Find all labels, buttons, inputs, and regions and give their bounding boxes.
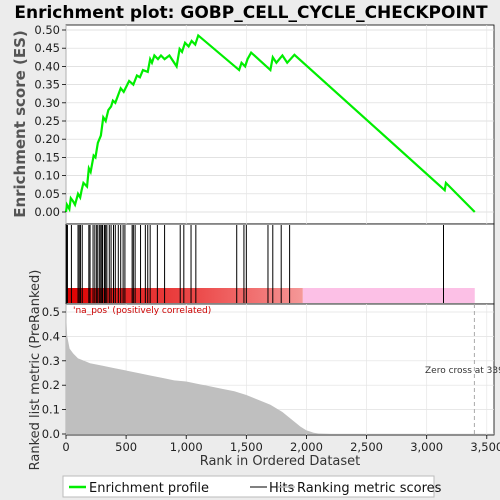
ranking-y-tick-label: 0.4	[42, 329, 60, 343]
legend-ranking-label: Ranking metric scores	[297, 481, 442, 496]
zero-cross-label: Zero cross at 3397	[425, 366, 500, 376]
x-tick-label: 3,000	[410, 440, 443, 454]
es-y-tick-label: 0.00	[34, 205, 60, 219]
x-tick-label: 1,500	[230, 440, 263, 454]
es-grid	[65, 25, 494, 224]
es-y-tick-label: 0.10	[34, 169, 60, 183]
ranking-y-tick-label: 0.2	[42, 378, 60, 392]
ranking-y-axis: 0.0 0.1 0.2 0.3 0.4 0.5	[42, 305, 66, 441]
x-axis: 0 500 1,000 1,500 2,000 2,500 3,000 3,500	[62, 435, 500, 454]
legend-enrichment-label: Enrichment profile	[89, 481, 209, 496]
ranking-y-tick-label: 0.5	[42, 305, 60, 319]
legend-box	[62, 475, 435, 498]
ranking-y-tick-label: 0.3	[42, 354, 60, 368]
x-tick-label: 2,000	[290, 440, 323, 454]
enrichment-profile-line	[64, 33, 476, 213]
es-y-tick-label: 0.30	[34, 96, 60, 110]
es-y-tick-label: 0.05	[34, 187, 60, 201]
legend-hits-label: Hits	[269, 481, 294, 496]
x-tick-label: 3,500	[470, 440, 500, 454]
ranking-y-tick-label: 0.1	[42, 403, 60, 417]
x-tick-label: 0	[62, 440, 69, 454]
hit-lines	[66, 225, 445, 303]
ranking-y-axis-label: Ranked list metric (PreRanked)	[28, 270, 43, 471]
es-y-tick-label: 0.35	[34, 78, 60, 92]
es-y-tick-label: 0.40	[34, 59, 60, 73]
es-y-tick-label: 0.15	[34, 150, 60, 164]
ranking-y-tick-label: 0.0	[42, 427, 60, 441]
chart-title: Enrichment plot: GOBP_CELL_CYCLE_CHECKPO…	[14, 3, 488, 23]
x-tick-label: 2,500	[350, 440, 383, 454]
heat-bar	[67, 288, 475, 303]
es-y-tick-label: 0.50	[34, 23, 60, 37]
x-axis-label: Rank in Ordered Dataset	[200, 454, 361, 469]
es-y-axis-label: Enrichment score (ES)	[11, 30, 29, 218]
es-y-tick-label: 0.25	[34, 114, 60, 128]
es-y-axis: 0.00 0.05 0.10 0.15 0.20 0.25 0.30 0.35 0.40 0.45…	[34, 23, 66, 219]
heat-bar-negative	[302, 288, 475, 303]
es-y-tick-label: 0.20	[34, 132, 60, 146]
positive-correlation-label: 'na_pos' (positively correlated)	[73, 306, 211, 316]
x-tick-label: 500	[115, 440, 137, 454]
x-tick-label: 1,000	[170, 440, 203, 454]
es-y-tick-label: 0.45	[34, 41, 60, 55]
legend: Enrichment profile Hits Ranking metric s…	[62, 475, 442, 498]
ranking-metric-area	[66, 312, 475, 434]
